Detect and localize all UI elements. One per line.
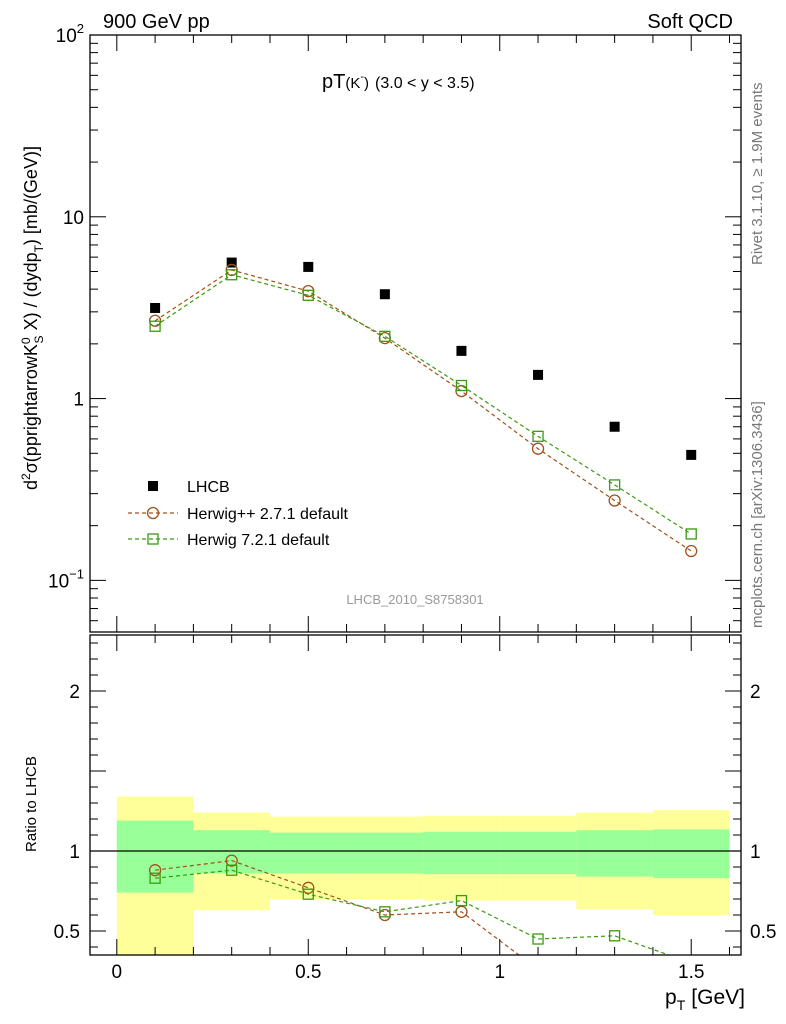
legend: LHCB Herwig++ 2.7.1 default Herwig 7.2.1…	[128, 479, 349, 549]
ratio-point	[455, 905, 468, 918]
data-point	[456, 345, 467, 356]
main-y-tick-label: 102	[56, 21, 84, 47]
ratio-point	[225, 854, 238, 867]
ratio-y-tick-label-right: 0.5	[750, 922, 776, 943]
data-point	[531, 442, 545, 455]
uncertainty-band-inner	[576, 830, 653, 877]
ratio-point	[148, 864, 162, 877]
ratio-point	[455, 894, 468, 907]
main-title-sub: (K	[345, 75, 360, 92]
ratio-frame	[89, 634, 742, 956]
main-y-tick-label: 1	[73, 390, 84, 411]
main-title-main: pT	[322, 71, 345, 93]
main-title-range: (3.0 < y < 3.5)	[375, 75, 475, 92]
series-line	[154, 269, 692, 552]
header-left: 900 GeV pp	[103, 11, 210, 33]
series-open-square	[149, 269, 697, 540]
ratio-series	[149, 864, 671, 955]
ratio-point	[302, 888, 314, 900]
x-axis-label-sub: T	[677, 997, 686, 1013]
main-title: pT(K-) (3.0 < y < 3.5)	[322, 71, 475, 93]
series-line	[154, 274, 692, 535]
ratio-point	[302, 881, 315, 894]
legend-marker-herwig7	[147, 533, 159, 545]
main-panel: 10−1 1 10 102 pT(K-) (3.0 < y < 3.5) d2σ(ppr…	[19, 21, 742, 633]
x-axis-label-main: p	[665, 986, 677, 1009]
data-point	[303, 261, 314, 272]
data-point	[609, 421, 620, 432]
ratio-y-tick-label: 2	[69, 682, 80, 703]
legend-label-lhcb: LHCB	[187, 479, 230, 496]
x-tick-label: 0	[112, 962, 123, 983]
main-series-layer	[148, 257, 698, 558]
main-y-axis-label: d2σ(pprightarrowK0S X) / (dydpT) [mb/(Ge…	[19, 146, 46, 490]
ratio-point	[379, 906, 391, 918]
data-point	[608, 494, 621, 507]
ratio-series-layer	[148, 854, 671, 980]
x-axis-label-unit: [GeV]	[691, 986, 745, 1009]
ratio-series-line	[155, 869, 671, 955]
ratio-y-tick-label: 1	[69, 842, 80, 863]
x-tick-label: 0.5	[295, 962, 321, 983]
ratio-point	[533, 964, 544, 975]
ratio-bands-layer	[90, 796, 741, 955]
legend-label-herwigpp: Herwig++ 2.7.1 default	[187, 506, 349, 523]
data-point	[149, 320, 161, 332]
data-point	[379, 289, 390, 300]
data-point	[532, 430, 544, 442]
data-point	[379, 330, 391, 342]
ratio-point	[608, 930, 621, 942]
data-point	[226, 269, 238, 281]
main-title-close: )	[364, 75, 369, 92]
legend-marker-lhcb	[148, 481, 158, 491]
ratio-y-tick-label-right: 2	[750, 682, 761, 703]
ratio-point	[149, 872, 161, 884]
uncertainty-band-inner	[346, 832, 424, 874]
data-point	[302, 289, 314, 301]
ratio-y-tick-labels: 0.5 0.5 1 1 2 2	[54, 682, 777, 943]
data-point	[455, 379, 468, 392]
main-title-sup: -	[360, 71, 364, 83]
uncertainty-band-inner	[193, 830, 270, 874]
uncertainty-band-inner	[269, 832, 347, 874]
data-point	[685, 528, 697, 540]
mcplots-label: mcplots.cern.ch [arXiv:1306.3436]	[749, 401, 766, 628]
main-frame	[89, 34, 742, 633]
data-point	[226, 257, 237, 268]
uncertainty-band-inner	[652, 829, 730, 879]
legend-marker-herwigpp	[146, 506, 160, 520]
main-y-tick-label: 10	[63, 208, 84, 229]
data-point	[150, 302, 161, 313]
data-point	[686, 449, 697, 460]
ratio-point	[609, 969, 620, 980]
uncertainty-band-inner	[423, 831, 500, 875]
series-filled-square	[150, 257, 697, 460]
data-point	[685, 544, 698, 558]
rivet-label: Rivet 3.1.10, ≥ 1.9M events	[749, 83, 766, 266]
main-ticks	[90, 34, 741, 632]
data-point	[533, 369, 544, 380]
header-right: Soft QCD	[647, 11, 733, 33]
ratio-y-tick-label: 0.5	[54, 922, 80, 943]
x-tick-label: 1.5	[678, 962, 704, 983]
ratio-point	[532, 933, 544, 945]
ratio-y-tick-label-right: 1	[750, 842, 761, 863]
legend-label-herwig7: Herwig 7.2.1 default	[187, 532, 330, 549]
ratio-panel: 0.5 0.5 1 1 2 2 0 0.5 1 1.5 Ratio to LHCB pT [GeV…	[23, 634, 777, 1013]
ratio-y-axis-label: Ratio to LHCB	[23, 756, 40, 852]
ratio-point	[226, 864, 238, 876]
ratio-x-tick-labels: 0 0.5 1 1.5	[112, 962, 705, 983]
x-axis-label: pT [GeV]	[665, 986, 745, 1013]
main-y-tick-labels: 10−1 1 10 102	[48, 21, 84, 592]
uncertainty-band-inner	[499, 831, 577, 875]
x-tick-label: 1	[494, 962, 505, 983]
watermark: LHCB_2010_S8758301	[346, 592, 483, 607]
uncertainty-band-inner	[116, 820, 194, 893]
ratio-ticks	[90, 635, 741, 955]
data-point	[608, 479, 621, 491]
main-y-tick-label: 10−1	[48, 566, 84, 592]
